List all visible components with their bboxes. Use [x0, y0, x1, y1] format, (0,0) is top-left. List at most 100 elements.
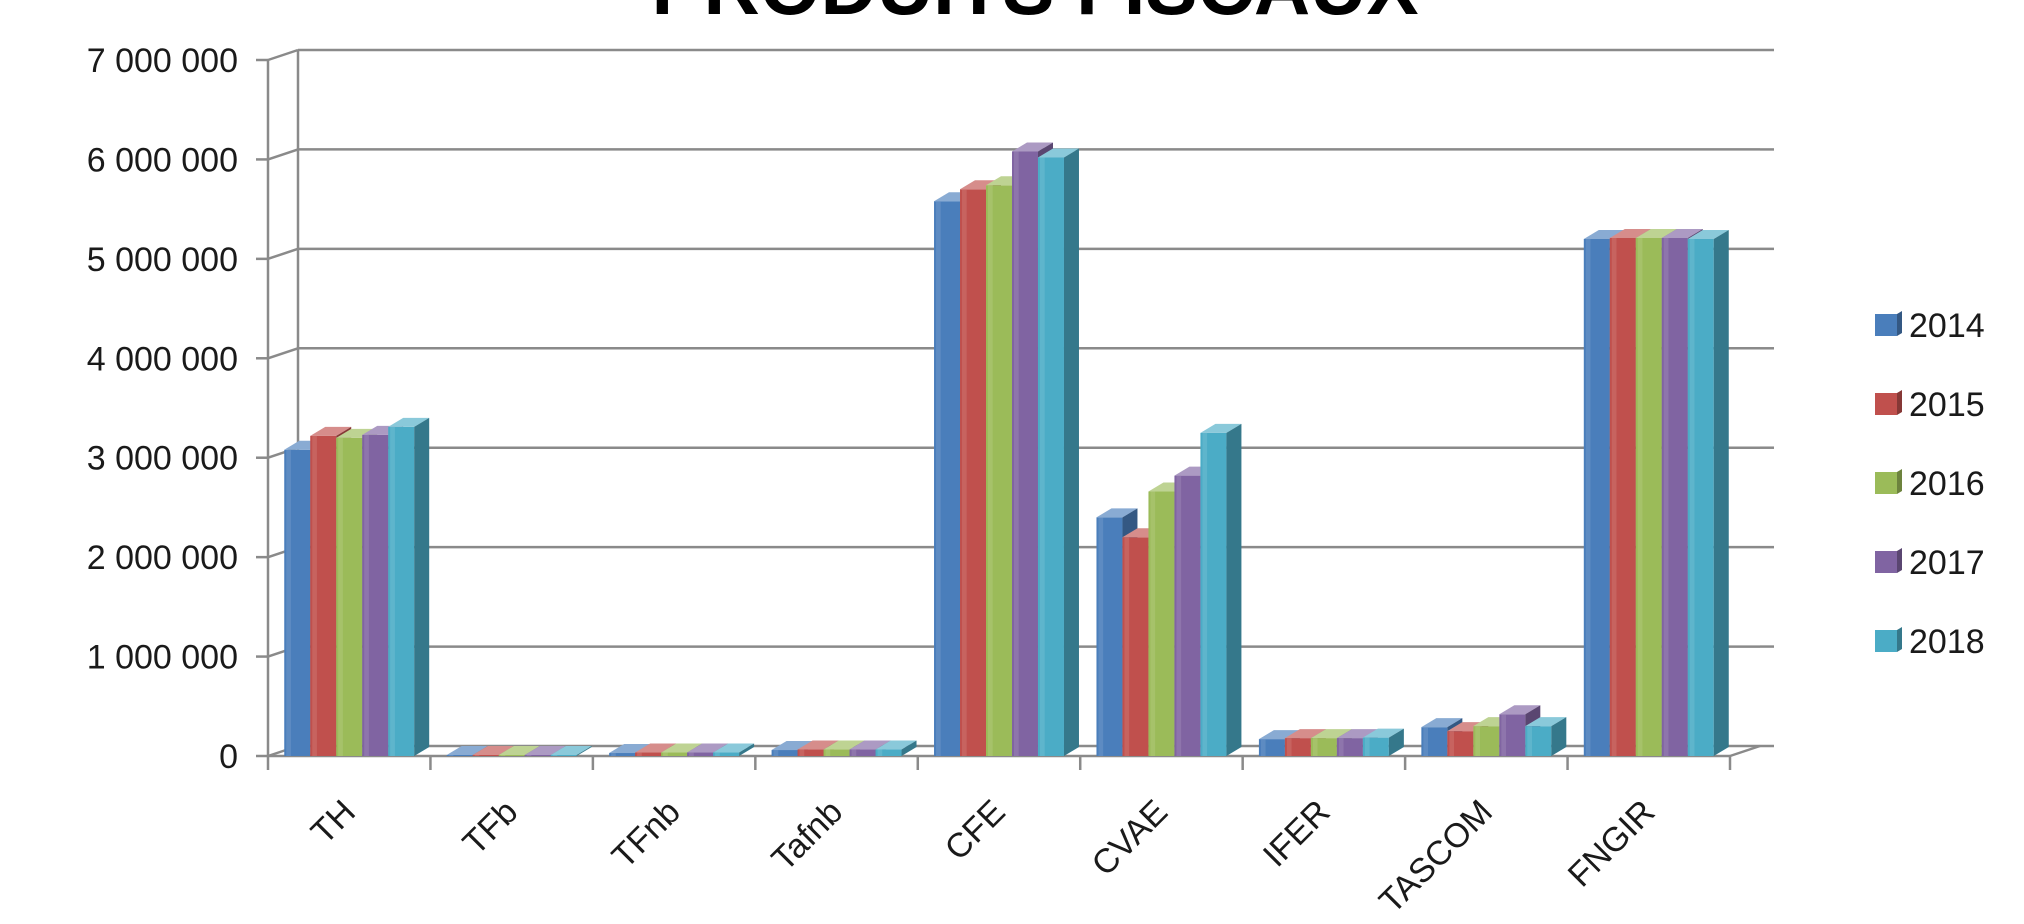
x-tick-label: CVAE [1085, 793, 1176, 884]
side-gridline [267, 148, 299, 161]
x-tick-label: FNGIR [1561, 793, 1663, 895]
bar-top [1362, 728, 1404, 738]
bar-highlight [851, 749, 857, 756]
bar-top [849, 740, 891, 750]
legend: 2014 2015 2016 2017 2018 [1875, 307, 1985, 661]
bar-top [336, 428, 378, 438]
bar [446, 755, 473, 756]
bar-top [1635, 228, 1677, 238]
bar [661, 752, 688, 756]
bar-top [609, 744, 651, 754]
bar-highlight [1637, 237, 1643, 756]
bar-highlight [962, 189, 967, 756]
x-axis-edge [1729, 744, 1761, 758]
y-tick-label: 5 000 000 [87, 241, 238, 279]
bar-top [446, 746, 488, 755]
bar-highlight [1338, 738, 1344, 756]
bar-highlight [1364, 737, 1370, 756]
bar-side [1713, 229, 1729, 756]
bar-highlight [364, 434, 369, 756]
y-tick-label: 7 000 000 [87, 42, 238, 80]
bar [472, 755, 499, 756]
bar-top [687, 743, 729, 753]
y-tick-label: 1 000 000 [87, 639, 238, 677]
bar-top [1284, 729, 1326, 739]
bar-highlight [1202, 432, 1208, 756]
x-tick-label: CFE [938, 793, 1013, 868]
bar-side [1226, 423, 1242, 756]
bar-side [1551, 717, 1567, 756]
bar-top [713, 743, 755, 753]
side-gridline [267, 247, 299, 261]
bar-highlight [1527, 726, 1532, 756]
legend-swatch-side [1897, 627, 1902, 652]
bar-top [1037, 148, 1079, 158]
legend-label: 2018 [1909, 623, 1985, 661]
bar [687, 752, 714, 756]
bar-side [1388, 728, 1404, 756]
bar-highlight [1312, 738, 1318, 756]
side-gridline [267, 347, 299, 360]
legend-swatch-side [1897, 390, 1902, 415]
bar-highlight [500, 755, 506, 756]
bar-highlight [1098, 517, 1104, 756]
bar [849, 749, 876, 756]
legend-swatch-side [1897, 311, 1902, 336]
bar-top [1310, 729, 1352, 739]
y-tick-label: 0 [219, 738, 238, 776]
bar-highlight [1611, 237, 1617, 756]
legend-swatch [1875, 551, 1897, 573]
bar-top [1421, 718, 1463, 728]
chart-title: PRODUITS FISCAUX [651, 0, 1418, 31]
bar-top [310, 426, 352, 436]
bar-highlight [474, 755, 480, 756]
legend-label: 2014 [1909, 307, 1985, 345]
bar [498, 755, 525, 756]
legend-swatch [1875, 314, 1897, 336]
bar [797, 749, 824, 756]
bar [823, 749, 850, 756]
bar-highlight [1286, 738, 1292, 756]
bar-top [1096, 508, 1138, 518]
bar-highlight [715, 752, 720, 756]
bar-side [739, 743, 755, 756]
bar-side [414, 417, 430, 756]
bar-highlight [1150, 491, 1156, 756]
legend-label: 2017 [1909, 544, 1985, 582]
bar [771, 750, 798, 756]
bar-side [1063, 148, 1079, 756]
bar-top [1258, 730, 1300, 740]
bar [875, 749, 902, 756]
y-tick-label: 3 000 000 [87, 440, 238, 478]
bar-top [1525, 717, 1567, 727]
bar-top [1583, 229, 1625, 239]
bar-highlight [526, 755, 532, 756]
bar-top [1609, 228, 1651, 238]
bar-highlight [390, 426, 395, 756]
bar-highlight [1176, 475, 1182, 756]
bar [635, 752, 662, 756]
bar-top [661, 743, 703, 753]
bar-highlight [338, 437, 343, 756]
bar-top [1011, 142, 1053, 152]
bar-highlight [1013, 151, 1019, 756]
bar-highlight [1663, 237, 1669, 756]
bar-highlight [1423, 727, 1429, 756]
legend-swatch [1875, 630, 1897, 652]
bar-highlight [799, 749, 805, 756]
legend-label: 2016 [1909, 465, 1985, 503]
bar-top [1499, 705, 1541, 715]
bar-highlight [552, 755, 558, 756]
y-tick-label: 6 000 000 [87, 141, 238, 179]
bar-top [1336, 729, 1378, 739]
bar-top [823, 740, 865, 750]
bar-highlight [611, 753, 616, 756]
bar-top [388, 417, 430, 427]
bar-highlight [936, 201, 941, 756]
bar [550, 755, 577, 756]
bar-highlight [988, 185, 993, 756]
bar-highlight [689, 752, 694, 756]
bar-highlight [1260, 739, 1266, 756]
bar-top [1687, 229, 1729, 239]
